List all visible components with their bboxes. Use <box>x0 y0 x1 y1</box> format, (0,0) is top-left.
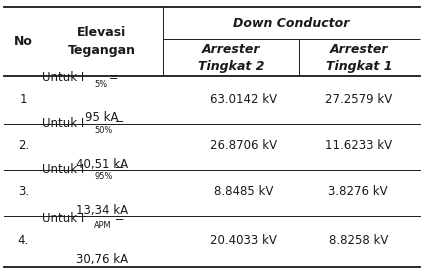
Text: 3.: 3. <box>18 185 29 198</box>
Text: No: No <box>14 35 33 48</box>
Text: 8.8485 kV: 8.8485 kV <box>214 185 273 198</box>
Text: Untuk I: Untuk I <box>42 163 85 176</box>
Text: 26.8706 kV: 26.8706 kV <box>210 139 277 152</box>
Text: Untuk I: Untuk I <box>42 212 85 225</box>
Text: 30,76 kA: 30,76 kA <box>76 253 128 266</box>
Text: 13,34 kA: 13,34 kA <box>76 204 128 217</box>
Text: APM: APM <box>94 221 112 230</box>
Text: 2.: 2. <box>18 139 29 152</box>
Text: 40,51 kA: 40,51 kA <box>76 157 128 171</box>
Text: 27.2579 kV: 27.2579 kV <box>325 93 392 106</box>
Text: Elevasi
Tegangan: Elevasi Tegangan <box>68 26 136 57</box>
Text: 4.: 4. <box>18 234 29 247</box>
Text: =: = <box>105 71 119 84</box>
Text: 11.6233 kV: 11.6233 kV <box>325 139 392 152</box>
Text: 5%: 5% <box>94 80 107 89</box>
Text: Arrester
Tingkat 1: Arrester Tingkat 1 <box>326 43 393 73</box>
Text: 20.4033 kV: 20.4033 kV <box>210 234 277 247</box>
Text: 95%: 95% <box>94 172 112 181</box>
Text: 1: 1 <box>20 93 27 106</box>
Text: Arrester
Tingkat 2: Arrester Tingkat 2 <box>198 43 264 73</box>
Text: 50%: 50% <box>94 126 112 135</box>
Text: =: = <box>111 212 124 225</box>
Text: 8.8258 kV: 8.8258 kV <box>329 234 388 247</box>
Text: Down Conductor: Down Conductor <box>233 17 350 30</box>
Text: Untuk I: Untuk I <box>42 117 85 130</box>
Text: 3.8276 kV: 3.8276 kV <box>329 185 388 198</box>
Text: Untuk I: Untuk I <box>42 71 85 84</box>
Text: 63.0142 kV: 63.0142 kV <box>210 93 277 106</box>
Text: =: = <box>111 163 124 176</box>
Text: 95 kA: 95 kA <box>85 111 119 124</box>
Text: =: = <box>111 117 124 130</box>
